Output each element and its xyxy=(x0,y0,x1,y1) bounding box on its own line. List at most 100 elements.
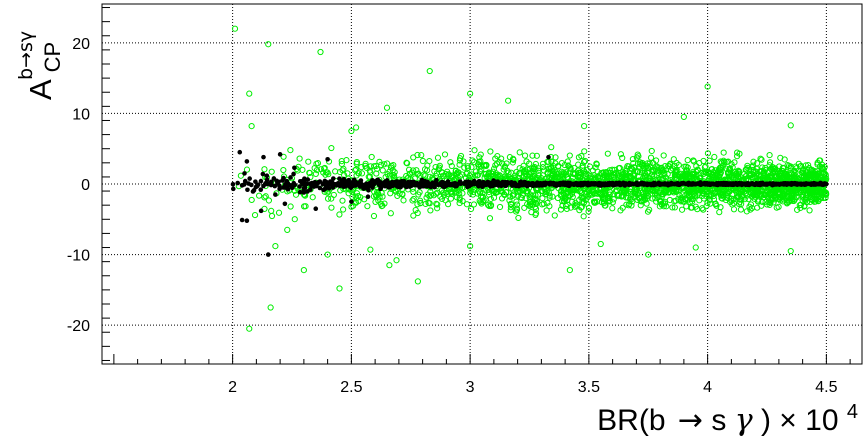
green-point xyxy=(477,193,485,200)
green-point xyxy=(592,199,599,206)
green-point xyxy=(515,214,522,222)
black-point xyxy=(546,154,551,160)
green-point xyxy=(802,192,809,199)
green-point xyxy=(646,160,653,167)
green-point xyxy=(352,166,360,173)
green-point xyxy=(660,152,667,159)
black-point xyxy=(320,181,326,187)
green-point xyxy=(735,167,742,174)
black-point xyxy=(739,181,744,187)
green-point xyxy=(456,194,463,201)
green-point xyxy=(426,200,433,207)
green-point xyxy=(680,113,687,121)
green-point xyxy=(566,267,573,274)
green-point xyxy=(348,203,355,210)
green-point xyxy=(529,152,536,159)
green-point xyxy=(467,243,474,250)
black-point xyxy=(490,183,495,189)
green-point xyxy=(535,165,542,172)
green-point xyxy=(272,243,279,250)
green-point xyxy=(506,197,513,204)
green-point xyxy=(769,170,777,178)
black-point xyxy=(458,180,464,186)
black-point xyxy=(241,182,247,187)
green-point xyxy=(623,201,630,208)
green-point xyxy=(763,201,771,208)
green-point xyxy=(410,154,417,161)
green-point xyxy=(251,211,259,219)
green-point xyxy=(801,203,808,210)
green-point xyxy=(353,124,360,131)
green-point xyxy=(664,170,671,178)
green-point xyxy=(497,173,504,180)
y-tick-label: 10 xyxy=(72,106,90,123)
green-point xyxy=(660,203,667,210)
green-point xyxy=(374,189,382,197)
green-point xyxy=(628,195,635,203)
green-point xyxy=(677,196,684,204)
green-point xyxy=(546,203,553,210)
green-point xyxy=(544,170,551,177)
green-point xyxy=(475,171,482,179)
green-point xyxy=(814,161,821,168)
green-point xyxy=(485,188,493,196)
green-point xyxy=(328,144,335,152)
green-point xyxy=(461,164,468,171)
green-point xyxy=(704,83,711,90)
green-point xyxy=(404,160,411,167)
green-point xyxy=(629,155,636,163)
black-point xyxy=(618,181,623,187)
green-point xyxy=(377,161,385,168)
green-point xyxy=(479,198,486,206)
green-point xyxy=(684,186,691,193)
green-point xyxy=(501,163,509,170)
green-point xyxy=(610,171,617,179)
black-point xyxy=(400,183,405,188)
green-point xyxy=(306,169,313,176)
green-point xyxy=(580,213,587,220)
black-point xyxy=(372,179,378,184)
green-point xyxy=(766,159,774,166)
green-point xyxy=(456,157,463,164)
green-point xyxy=(460,158,467,165)
green-point xyxy=(656,203,663,210)
black-point xyxy=(613,182,619,187)
green-point xyxy=(733,153,741,160)
black-point xyxy=(288,175,293,180)
black-point xyxy=(808,181,813,187)
green-point xyxy=(383,104,391,111)
green-point xyxy=(490,194,498,201)
green-point xyxy=(670,156,677,163)
green-point xyxy=(721,158,728,166)
green-point xyxy=(622,173,630,181)
green-point xyxy=(532,196,539,203)
green-point xyxy=(790,168,797,176)
green-point xyxy=(321,164,328,172)
green-point xyxy=(370,212,378,220)
green-point xyxy=(434,201,441,208)
green-point xyxy=(393,257,400,264)
green-point xyxy=(261,166,268,173)
green-point xyxy=(533,152,540,159)
green-point xyxy=(336,211,343,218)
black-point xyxy=(313,206,319,212)
green-point xyxy=(561,191,568,198)
y-axis-title-sub: CP xyxy=(40,42,65,73)
green-point xyxy=(717,189,724,196)
black-point xyxy=(433,181,439,186)
green-point xyxy=(761,172,768,179)
green-point xyxy=(469,191,477,198)
green-point xyxy=(689,171,697,178)
green-point xyxy=(510,156,517,163)
green-point xyxy=(646,163,654,170)
green-point xyxy=(793,206,801,213)
green-point xyxy=(589,186,597,193)
black-point xyxy=(706,181,711,187)
green-point xyxy=(665,162,672,170)
green-point xyxy=(750,166,757,173)
green-point xyxy=(590,198,598,205)
green-point xyxy=(766,151,773,159)
black-point xyxy=(338,181,343,187)
green-point xyxy=(681,163,688,170)
